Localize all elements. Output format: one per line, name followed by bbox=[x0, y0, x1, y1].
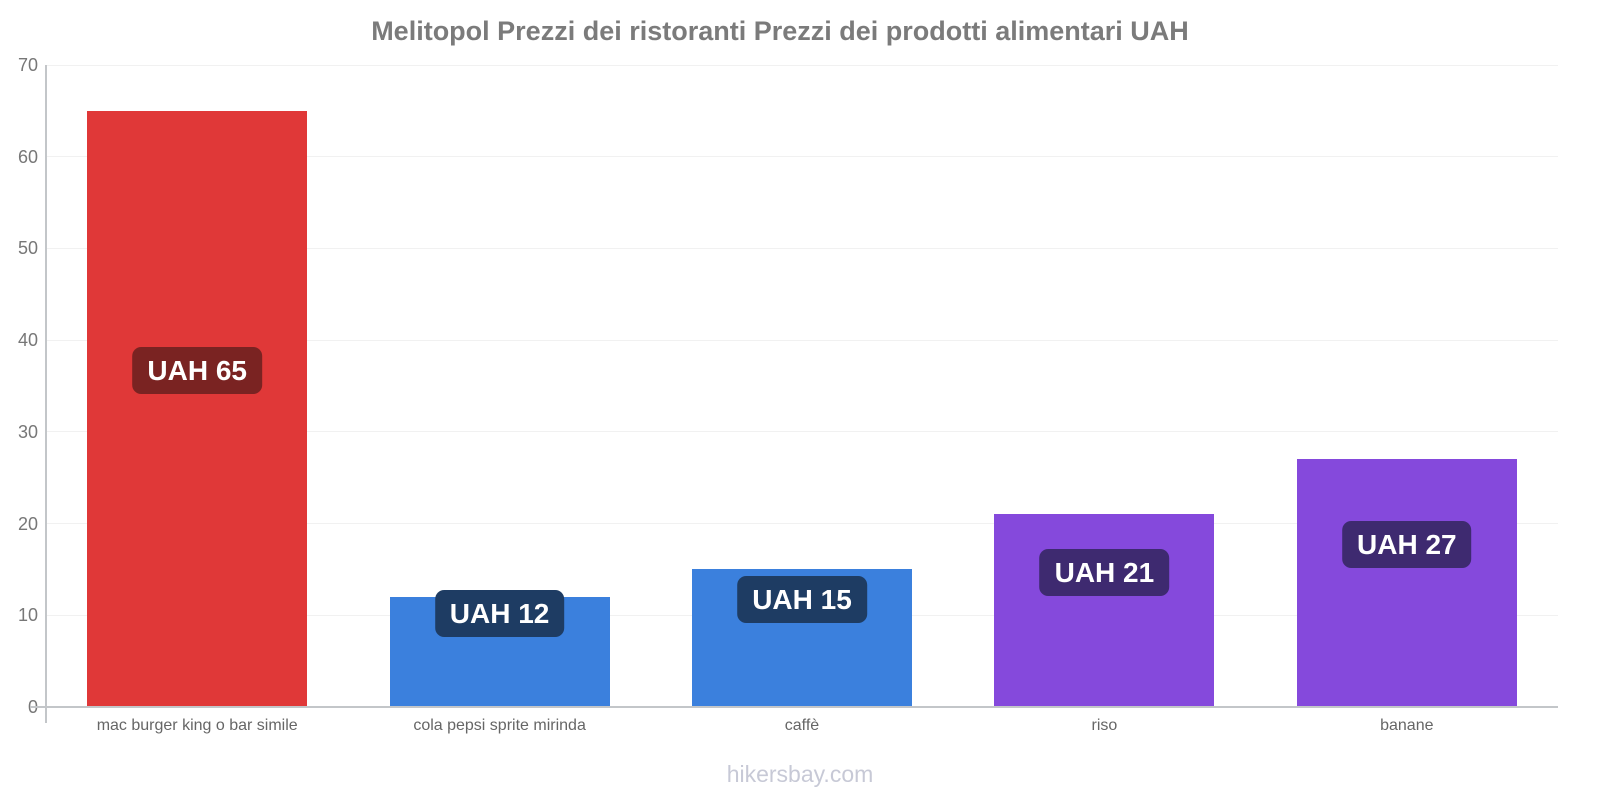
y-tick-label: 60 bbox=[17, 146, 38, 167]
bar-value-badge: UAH 12 bbox=[434, 589, 565, 637]
y-tick-label: 20 bbox=[17, 513, 38, 534]
gridline bbox=[46, 523, 1558, 525]
bar bbox=[994, 514, 1215, 707]
x-category-label: caffè bbox=[784, 717, 820, 734]
bar-value-badge: UAH 21 bbox=[1039, 548, 1170, 596]
y-tick-label: 10 bbox=[17, 605, 38, 626]
gridline bbox=[46, 156, 1558, 158]
bar-value-badge: UAH 15 bbox=[737, 576, 867, 624]
x-category-label: banane bbox=[1380, 717, 1434, 734]
bar-value-badge: UAH 27 bbox=[1342, 521, 1472, 569]
y-tick-label: 40 bbox=[17, 330, 38, 351]
bar bbox=[87, 110, 308, 707]
y-axis-line bbox=[45, 65, 47, 723]
x-axis-line bbox=[30, 706, 1558, 708]
bar-value-badge: UAH 65 bbox=[132, 346, 262, 394]
x-category-label: riso bbox=[1091, 717, 1118, 734]
y-tick-label: 70 bbox=[17, 55, 38, 75]
y-tick-label: 30 bbox=[17, 421, 38, 442]
chart-title: Melitopol Prezzi dei ristoranti Prezzi d… bbox=[371, 16, 1189, 46]
x-category-label: cola pepsi sprite mirinda bbox=[413, 717, 586, 734]
x-category-label: mac burger king o bar simile bbox=[96, 717, 298, 734]
y-tick-label: 50 bbox=[17, 238, 38, 259]
footer-watermark: hikersbay.com bbox=[726, 761, 874, 787]
gridline bbox=[46, 339, 1558, 341]
bar bbox=[1296, 459, 1517, 707]
gridline bbox=[46, 247, 1558, 249]
gridline bbox=[46, 64, 1558, 66]
gridline bbox=[46, 431, 1558, 433]
